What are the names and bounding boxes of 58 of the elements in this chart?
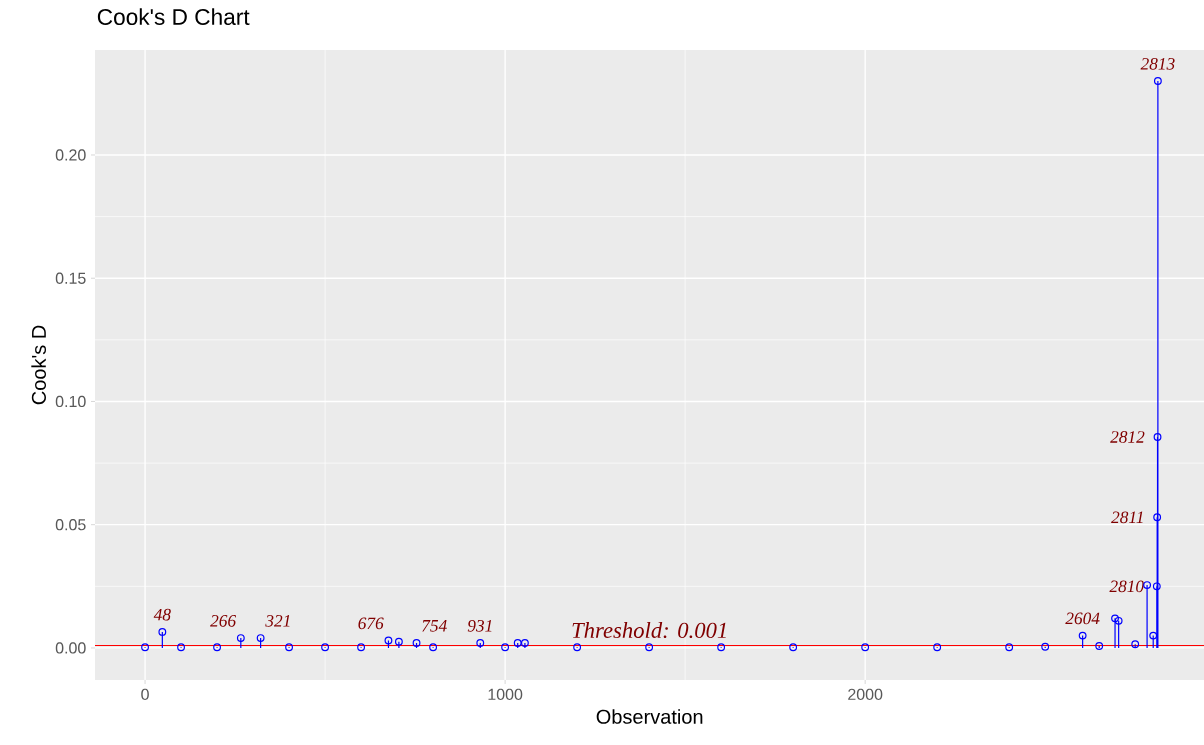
annotation: 2604 bbox=[1065, 612, 1100, 625]
annotation: 931 bbox=[467, 619, 492, 632]
point bbox=[520, 639, 529, 647]
annotation: 2813 bbox=[1140, 57, 1175, 70]
point bbox=[1149, 631, 1158, 640]
point bbox=[1153, 77, 1162, 85]
point bbox=[861, 643, 870, 652]
point bbox=[476, 639, 485, 647]
annotation: 2811 bbox=[1111, 511, 1143, 524]
point bbox=[1114, 616, 1123, 625]
point bbox=[1131, 640, 1140, 649]
point bbox=[645, 643, 654, 652]
point bbox=[412, 639, 421, 647]
point bbox=[158, 627, 167, 636]
point bbox=[573, 643, 582, 652]
point bbox=[1152, 582, 1161, 591]
point bbox=[1153, 433, 1162, 441]
point bbox=[717, 643, 726, 652]
point bbox=[321, 643, 330, 652]
point bbox=[1153, 513, 1162, 522]
point bbox=[429, 643, 438, 652]
point bbox=[384, 636, 393, 645]
point bbox=[1111, 614, 1119, 623]
point bbox=[1095, 642, 1104, 650]
annotation: 2810 bbox=[1109, 580, 1144, 593]
x-tick-label: 0 bbox=[141, 688, 149, 701]
point bbox=[1041, 642, 1050, 651]
point bbox=[394, 637, 403, 646]
x-tick-label: 1000 bbox=[488, 688, 523, 701]
annotation: 48 bbox=[153, 608, 171, 621]
ref-line-label: Threshold: 0.001 bbox=[572, 622, 726, 639]
chart-title: Cook's D Chart bbox=[97, 8, 250, 26]
y-tick-label: 0.15 bbox=[55, 272, 86, 284]
annotation: 2812 bbox=[1110, 431, 1145, 443]
point bbox=[213, 643, 221, 652]
y-tick-label: 0.00 bbox=[55, 642, 86, 654]
point bbox=[501, 643, 510, 652]
point bbox=[285, 643, 294, 652]
y-tick-label: 0.20 bbox=[55, 149, 86, 161]
annotation: 676 bbox=[358, 617, 384, 630]
annotation: 321 bbox=[265, 615, 290, 627]
y-axis-title: Cook's D bbox=[31, 325, 46, 405]
point bbox=[933, 643, 942, 652]
y-tick-label: 0.05 bbox=[55, 519, 86, 531]
point bbox=[357, 643, 366, 652]
point bbox=[141, 643, 149, 652]
x-axis-title: Observation bbox=[596, 709, 703, 724]
point bbox=[789, 643, 798, 652]
x-tick-label: 2000 bbox=[848, 688, 883, 701]
point bbox=[513, 639, 522, 647]
y-tick-label: 0.10 bbox=[55, 395, 86, 408]
point bbox=[1078, 631, 1087, 640]
annotation: 266 bbox=[210, 615, 237, 627]
point bbox=[236, 634, 245, 643]
point bbox=[256, 634, 265, 643]
annotation: 754 bbox=[422, 620, 447, 632]
point bbox=[177, 643, 185, 652]
point bbox=[1005, 643, 1014, 652]
